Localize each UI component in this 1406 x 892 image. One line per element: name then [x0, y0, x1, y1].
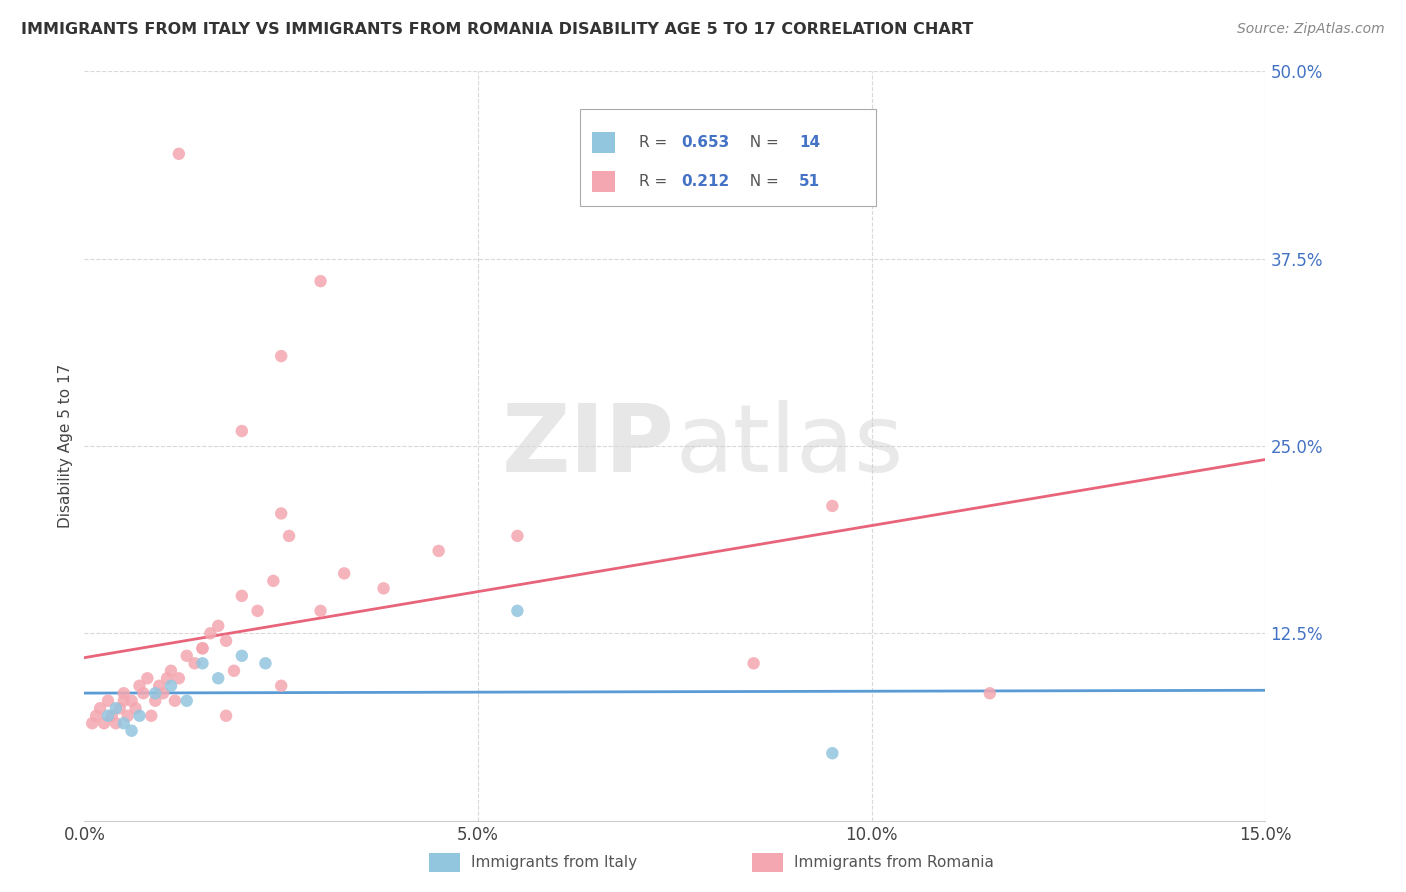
Point — [93, 716, 115, 731]
Point — [191, 657, 214, 671]
Point — [207, 619, 229, 633]
Point — [270, 349, 292, 363]
Point — [333, 566, 356, 581]
Y-axis label: Disability Age 5 to 17: Disability Age 5 to 17 — [58, 364, 73, 528]
Text: atlas: atlas — [675, 400, 903, 492]
FancyBboxPatch shape — [592, 132, 616, 153]
Point — [108, 701, 131, 715]
Text: 14: 14 — [799, 136, 820, 151]
Point — [167, 146, 190, 161]
Point — [262, 574, 284, 588]
Point — [82, 716, 104, 731]
Point — [215, 633, 238, 648]
Point — [427, 544, 450, 558]
Text: N =: N = — [740, 136, 783, 151]
Point — [207, 671, 229, 685]
Point — [132, 686, 155, 700]
Point — [84, 708, 107, 723]
Point — [215, 708, 238, 723]
Point — [104, 716, 127, 731]
Point — [222, 664, 245, 678]
Point — [104, 701, 127, 715]
Text: Immigrants from Italy: Immigrants from Italy — [471, 855, 637, 870]
Point — [506, 529, 529, 543]
Text: ZIP: ZIP — [502, 400, 675, 492]
Point — [167, 671, 190, 685]
Point — [152, 686, 174, 700]
Text: Source: ZipAtlas.com: Source: ZipAtlas.com — [1237, 22, 1385, 37]
Point — [117, 708, 139, 723]
Point — [136, 671, 159, 685]
Text: 51: 51 — [799, 174, 820, 189]
FancyBboxPatch shape — [581, 109, 876, 206]
Point — [191, 641, 214, 656]
Point — [231, 648, 253, 663]
Text: N =: N = — [740, 174, 783, 189]
Point — [124, 701, 146, 715]
Point — [141, 708, 163, 723]
Point — [160, 679, 183, 693]
Point — [742, 657, 765, 671]
Text: R =: R = — [640, 136, 672, 151]
Point — [254, 657, 277, 671]
Text: 0.212: 0.212 — [681, 174, 730, 189]
Point — [231, 424, 253, 438]
Point — [97, 708, 120, 723]
Text: Immigrants from Romania: Immigrants from Romania — [794, 855, 994, 870]
Point — [143, 686, 166, 700]
Point — [101, 708, 124, 723]
Point — [373, 582, 395, 596]
Point — [183, 657, 205, 671]
Point — [246, 604, 269, 618]
Point — [112, 716, 135, 731]
Point — [506, 604, 529, 618]
Point — [112, 686, 135, 700]
Point — [270, 679, 292, 693]
Point — [821, 746, 844, 760]
Point — [156, 671, 179, 685]
Point — [128, 679, 150, 693]
Point — [200, 626, 222, 640]
Point — [309, 274, 332, 288]
Point — [89, 701, 111, 715]
Point — [163, 694, 186, 708]
Point — [97, 694, 120, 708]
Point — [121, 694, 143, 708]
Point — [128, 708, 150, 723]
Point — [979, 686, 1001, 700]
Text: R =: R = — [640, 174, 672, 189]
Point — [112, 694, 135, 708]
Point — [270, 507, 292, 521]
Text: 0.653: 0.653 — [681, 136, 730, 151]
Point — [176, 694, 198, 708]
Point — [148, 679, 170, 693]
Point — [191, 641, 214, 656]
FancyBboxPatch shape — [592, 171, 616, 193]
Text: IMMIGRANTS FROM ITALY VS IMMIGRANTS FROM ROMANIA DISABILITY AGE 5 TO 17 CORRELAT: IMMIGRANTS FROM ITALY VS IMMIGRANTS FROM… — [21, 22, 973, 37]
Point — [160, 664, 183, 678]
Point — [309, 604, 332, 618]
Point — [121, 723, 143, 738]
Point — [143, 694, 166, 708]
Point — [278, 529, 301, 543]
Point — [176, 648, 198, 663]
Point — [231, 589, 253, 603]
Point — [821, 499, 844, 513]
